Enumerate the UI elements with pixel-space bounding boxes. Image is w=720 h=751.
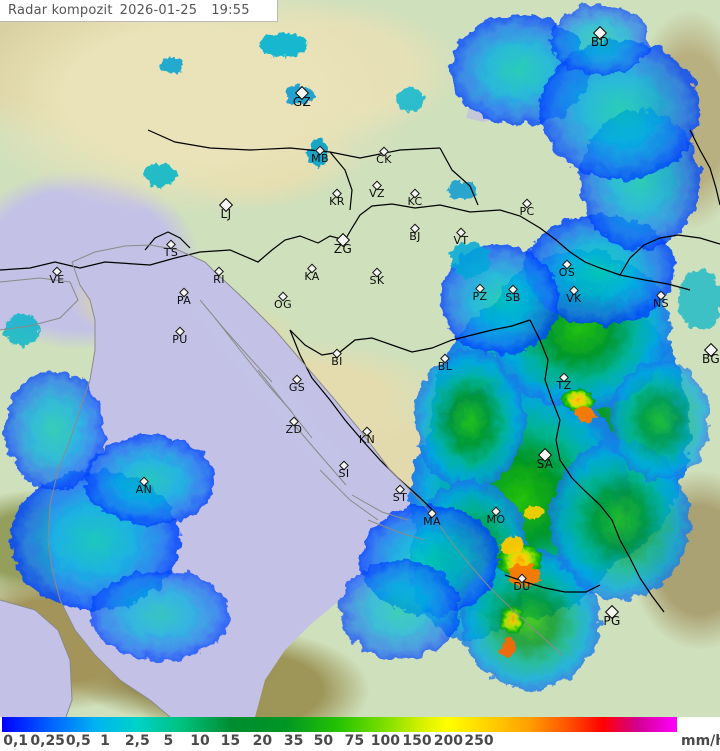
legend-tick-6: 10 [190, 733, 210, 749]
legend-tick-12: 100 [370, 733, 400, 749]
observation-time: 19:55 [211, 3, 250, 18]
title-text: Radar kompozit 2026-01-25 19:55 [8, 3, 250, 18]
borders-layer [0, 129, 720, 717]
legend-color-bar [2, 717, 677, 732]
legend-tick-14: 200 [433, 733, 463, 749]
legend-tick-15: 250 [464, 733, 494, 749]
legend-tick-10: 50 [313, 733, 334, 749]
legend-tick-9: 35 [283, 733, 304, 749]
legend-unit-label: mm/h [681, 733, 720, 749]
radar-map[interactable]: GZ MB CK VZ LJ KR KC PC ZG BJ VT TS VE RI KA SK PZ SB VK OS… [0, 0, 720, 717]
product-label: Radar kompozit [8, 3, 113, 18]
legend-tick-3: 1 [100, 733, 110, 749]
legend-tick-11: 75 [344, 733, 365, 749]
legend-tick-0: 0,1 [3, 733, 29, 749]
precipitation-echo-layer [4, 5, 720, 690]
legend-tick-labels: mm/h 0,10,250,5 1 2,5 5 10 15 20 35 50 75 10015020… [0, 732, 720, 751]
legend-tick-2: 0,5 [65, 733, 91, 749]
legend-tick-1: 0,25 [30, 733, 65, 749]
title-bar: Radar kompozit 2026-01-25 19:55 [0, 0, 278, 22]
legend-tick-13: 150 [402, 733, 432, 749]
observation-date: 2026-01-25 [119, 3, 198, 18]
legend: mm/h 0,10,250,5 1 2,5 5 10 15 20 35 50 75 10015020… [0, 717, 720, 751]
legend-tick-5: 5 [163, 733, 174, 749]
legend-tick-8: 20 [252, 733, 273, 749]
legend-tick-4: 2,5 [124, 733, 150, 749]
legend-tick-7: 15 [220, 733, 241, 749]
